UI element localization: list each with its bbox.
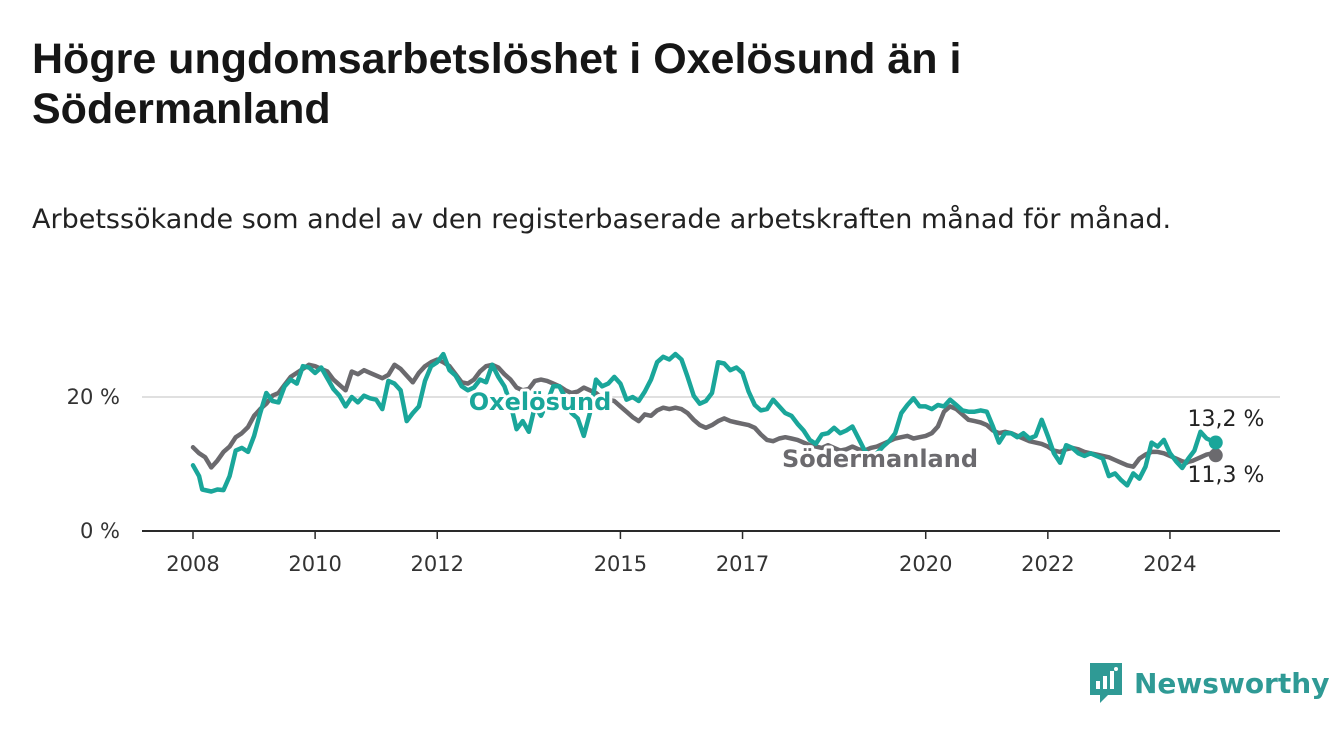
brand-name: Newsworthy [1134, 666, 1330, 700]
brand-logo: Newsworthy [1088, 660, 1329, 706]
x-tick-label: 2022 [1021, 552, 1074, 576]
series-label-sodermanland: Södermanland [782, 445, 978, 473]
series-label-oxelosund: Oxelösund [469, 388, 612, 416]
series-lines [190, 351, 1223, 494]
x-tick-label: 2012 [411, 552, 464, 576]
x-tick-label: 2020 [899, 552, 952, 576]
end-value-label-sodermanland: 11,3 % [1188, 463, 1265, 488]
x-tick-label: 2015 [594, 552, 647, 576]
y-tick-label: 0 % [80, 519, 120, 543]
series-end-point-sodermanland [1208, 448, 1223, 463]
chart-subtitle: Arbetssökande som andel av den registerb… [32, 204, 1172, 235]
series-line-oxelosund [190, 351, 1219, 494]
series-line-sodermanland [190, 357, 1219, 470]
series-end-point-oxelosund [1208, 435, 1223, 450]
end-value-label-oxelosund: 13,2 % [1188, 407, 1265, 432]
x-tick-label: 2008 [166, 552, 219, 576]
x-tick-label: 2024 [1143, 552, 1196, 576]
y-tick-label: 20 % [67, 385, 120, 409]
x-tick-label: 2010 [288, 552, 341, 576]
chart-title: Högre ungdomsarbetslöshet i Oxelösund än… [32, 35, 962, 133]
x-tick-label: 2017 [716, 552, 769, 576]
x-axis: 0 % 20 % 2008 2010 2012 2015 2017 2020 2022 2024 [67, 385, 1280, 576]
chart-labels: Södermanland Oxelösund 11,3 % 13,2 % [466, 385, 1267, 491]
newsworthy-logo-icon [1090, 663, 1122, 703]
